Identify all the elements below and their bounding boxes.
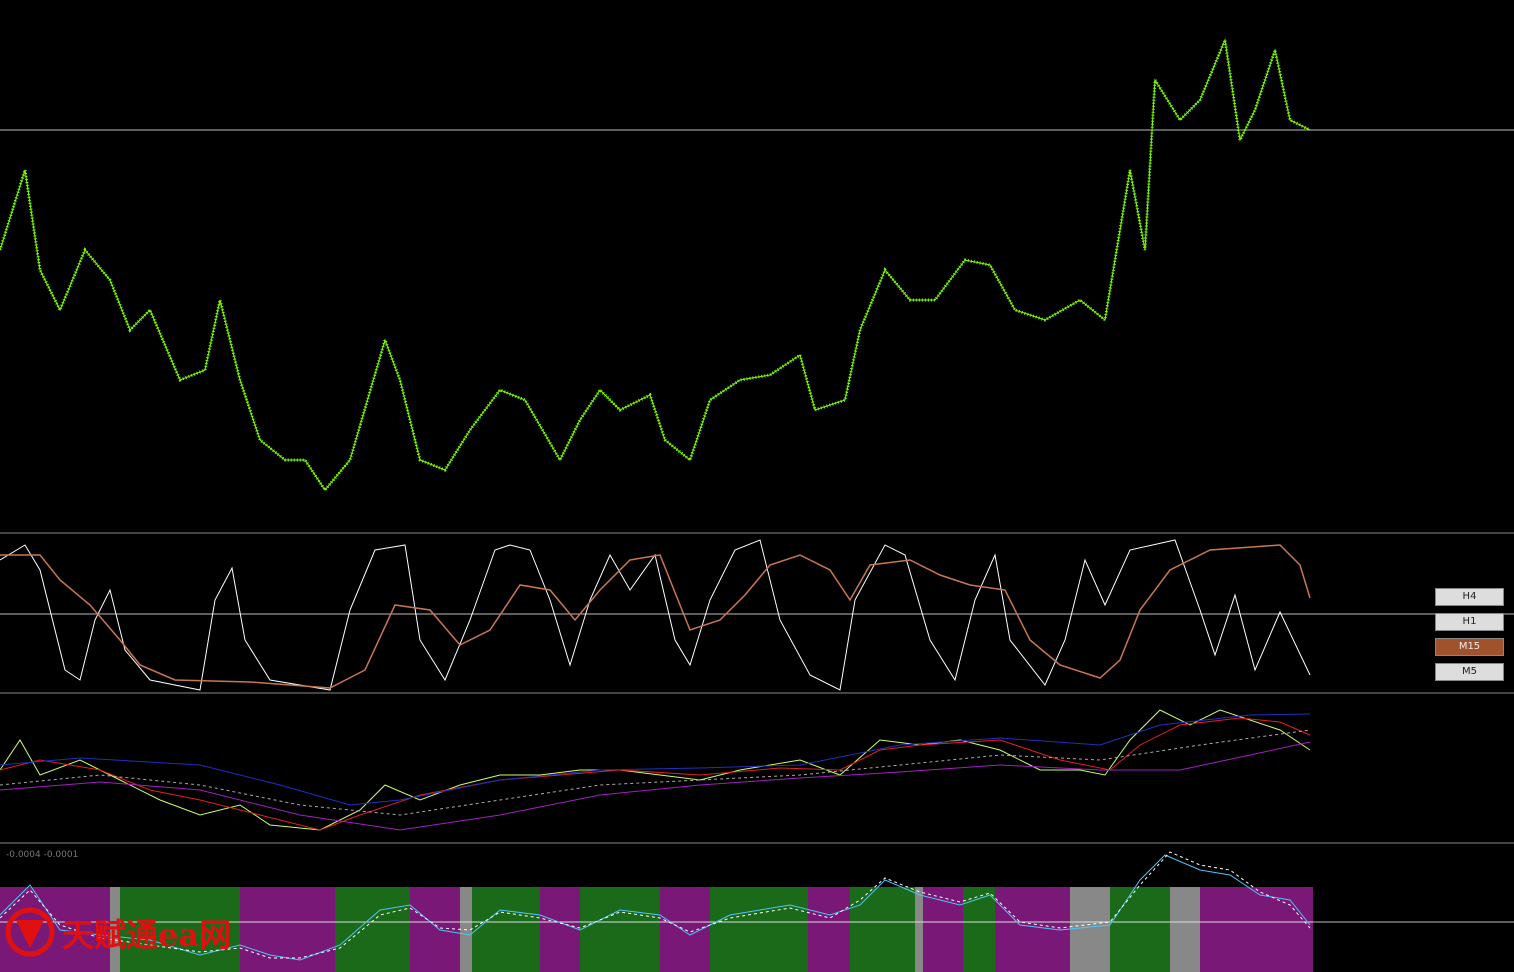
price-line [0,38,1311,491]
stoch-fast [0,539,1311,691]
watermark-logo-mark [16,920,44,948]
osc-signal [0,851,1311,959]
timeframe-button[interactable]: H1 [1435,613,1504,631]
ma-purple [0,741,1311,831]
stoch-slow [0,544,1311,689]
watermark: 天赋通ea网 [62,916,232,954]
timeframe-button[interactable]: H4 [1435,588,1504,606]
price [0,34,1311,493]
timeframe-button[interactable]: M5 [1435,663,1504,681]
ma-fast [0,709,1311,831]
indicator-label: -0.0004 -0.0001 [6,850,79,860]
timeframe-button[interactable]: M15 [1435,638,1504,656]
ma-red [0,717,1311,831]
histogram [0,887,1313,972]
watermark-logo [5,907,55,957]
ma-blue [0,713,1311,806]
separators [0,532,1514,844]
level-lines [0,129,1514,923]
ma-dash [0,729,1311,816]
